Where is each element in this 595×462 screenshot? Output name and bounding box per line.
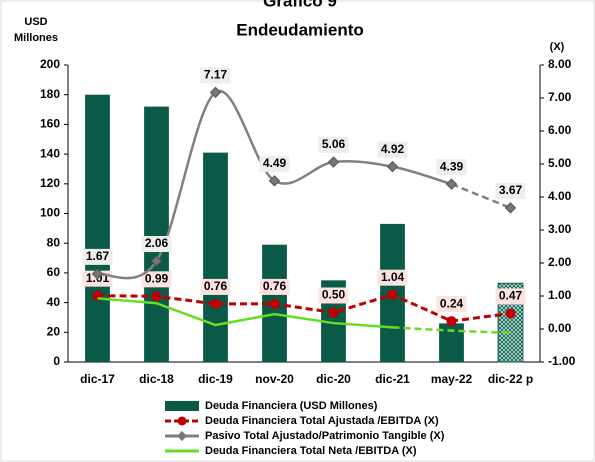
y-tick-label: 100 (40, 206, 60, 220)
data-label: 4.92 (381, 142, 405, 156)
label-bg (259, 278, 290, 295)
marker (387, 289, 398, 300)
bar (144, 106, 169, 362)
label-bg (436, 296, 467, 313)
line (97, 293, 511, 323)
marker (328, 307, 339, 318)
y2-tick-label: 5.00 (548, 156, 572, 170)
label-bg (82, 248, 113, 265)
bar (85, 94, 110, 362)
y-tick-label: 0 (53, 354, 60, 368)
marker (446, 316, 457, 327)
data-label: 0.47 (499, 289, 523, 303)
x-tick-label: dic-20 (316, 372, 351, 386)
y2-tick-label: 7.00 (548, 90, 572, 104)
x-tick-label: may-22 (431, 372, 473, 386)
y2-tick-label: 3.00 (548, 222, 572, 236)
label-bg (436, 159, 467, 176)
marker (151, 291, 162, 302)
x-tick-label: dic-18 (139, 372, 174, 386)
x-tick-label: dic-19 (198, 372, 233, 386)
x-tick-label: dic-17 (80, 372, 115, 386)
marker (91, 268, 104, 280)
data-label: 4.49 (263, 156, 287, 170)
data-label: 5.06 (322, 137, 346, 151)
legend-entry: Deuda Financiera Total Neta /EBITDA (X) (165, 445, 417, 457)
y2-tick-label: 4.00 (548, 189, 572, 203)
legend-swatch (165, 401, 199, 411)
marker (268, 175, 281, 187)
y-tick-label: 120 (40, 176, 60, 190)
label-bg (200, 67, 231, 84)
y2-tick-label: -1.00 (548, 354, 576, 368)
y-tick-label: 200 (40, 57, 60, 71)
marker (210, 298, 221, 309)
marker (269, 298, 280, 309)
label-bg (318, 287, 349, 304)
legend-entry: Deuda Financiera Total Ajustada /EBITDA … (165, 415, 439, 427)
y2-tick-label: 1.00 (548, 288, 572, 302)
marker (445, 178, 458, 190)
y2-tick-label: 8.00 (548, 57, 572, 71)
y2-tick-label: 6.00 (548, 123, 572, 137)
label-bg (377, 141, 408, 158)
y-tick-label: 180 (40, 87, 60, 101)
legend-label: Deuda Financiera Total Ajustada /EBITDA … (205, 415, 439, 427)
chart-title: Endeudamiento (236, 20, 364, 39)
data-label: 3.67 (499, 183, 523, 197)
y-tick-label: 60 (47, 265, 61, 279)
y-tick-label: 40 (47, 295, 61, 309)
header: Gráfico 9 (263, 0, 337, 10)
marker (327, 156, 340, 168)
label-bg (377, 269, 408, 286)
marker (386, 160, 399, 173)
label-bg (495, 288, 526, 305)
marker (150, 255, 163, 267)
legend-label: Pasivo Total Ajustado/Patrimonio Tangibl… (205, 430, 445, 442)
y2-tick-label: 2.00 (548, 255, 572, 269)
label-bg (141, 271, 172, 288)
marker (209, 86, 222, 99)
data-label: 2.06 (145, 236, 169, 250)
data-label: 1.04 (381, 270, 405, 284)
legend-label: Deuda Financiera (USD Millones) (205, 400, 378, 412)
legend-marker (177, 416, 187, 426)
y2-tick-label: 0.00 (548, 321, 572, 335)
data-label: 1.67 (86, 249, 110, 263)
data-label: 0.99 (145, 272, 169, 286)
data-label: 7.17 (204, 68, 228, 82)
legend-label: Deuda Financiera Total Neta /EBITDA (X) (205, 445, 417, 457)
data-label: 0.50 (322, 288, 346, 302)
data-label: 0.24 (440, 296, 464, 310)
label-bg (495, 182, 526, 199)
label-bg (200, 278, 231, 295)
label-bg (259, 155, 290, 172)
data-label: 0.76 (263, 279, 287, 293)
line (97, 297, 393, 329)
marker (505, 308, 516, 319)
label-bg (318, 137, 349, 154)
legend-entry: Deuda Financiera (USD Millones) (165, 400, 378, 412)
y2-axis-label: (X) (550, 41, 565, 53)
data-label: 4.39 (440, 159, 464, 173)
data-label: 0.76 (204, 279, 228, 293)
marker (504, 202, 517, 214)
y-axis-label: USD Millones (14, 16, 58, 44)
legend-marker (177, 431, 187, 441)
x-tick-label: dic-22 p (488, 372, 533, 386)
y-tick-label: 80 (47, 235, 61, 249)
label-bg (141, 236, 172, 253)
legend-entry: Pasivo Total Ajustado/Patrimonio Tangibl… (165, 430, 445, 442)
y-tick-label: 20 (47, 324, 61, 338)
line (392, 326, 511, 335)
bar (203, 152, 228, 362)
y-tick-label: 160 (40, 117, 60, 131)
x-tick-label: nov-20 (255, 372, 294, 386)
y-tick-label: 140 (40, 146, 60, 160)
x-tick-label: dic-21 (375, 372, 410, 386)
